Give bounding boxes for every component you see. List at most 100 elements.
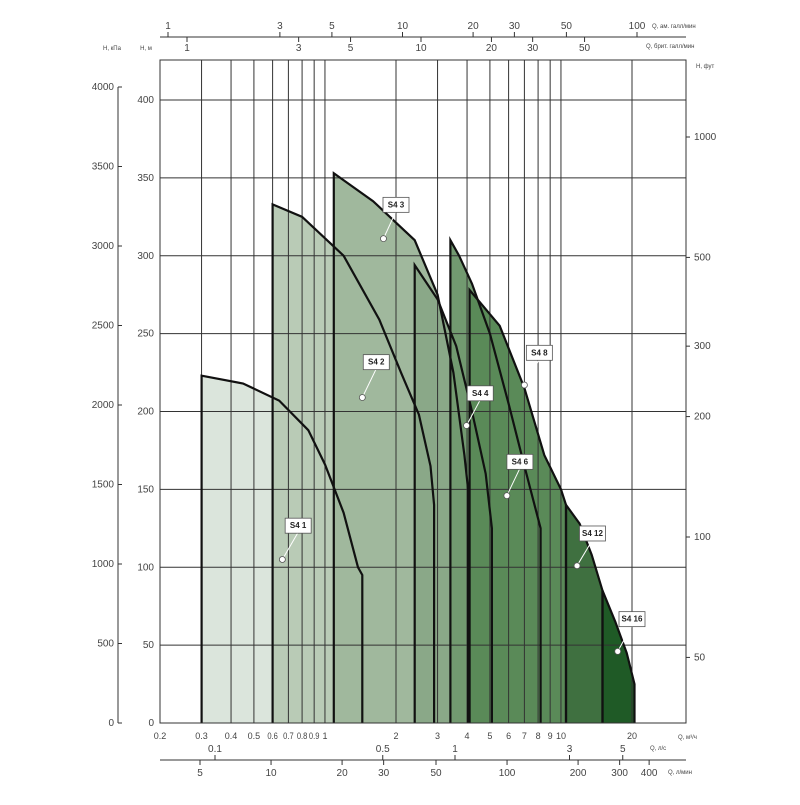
series-marker — [278, 556, 286, 563]
x-tick-label: 4 — [465, 731, 470, 741]
us-gpm-tick-label: 1 — [165, 21, 171, 32]
x-tick-label: 3 — [435, 731, 440, 741]
kpa-tick-label: 500 — [97, 639, 114, 650]
series-label-box — [466, 385, 494, 402]
lmin-tick-label: 20 — [337, 768, 349, 779]
us-gpm-tick-label: 10 — [397, 21, 409, 32]
imp-gpm-tick-label: 20 — [486, 43, 498, 54]
lmin-tick-label: 300 — [611, 768, 628, 779]
ls-axis-label: Q, л/с — [650, 746, 666, 752]
lmin-tick-label: 10 — [265, 768, 277, 779]
series-area-7 — [602, 590, 635, 723]
kpa-tick-label: 2500 — [92, 321, 115, 332]
x-tick-label: 10 — [556, 731, 566, 741]
lmin-tick-label: 30 — [378, 768, 390, 779]
x-tick-label: 0.9 — [309, 731, 320, 741]
us-gpm-tick-label: 100 — [629, 21, 646, 32]
x-axis-label: Q, м³/ч — [678, 735, 697, 741]
x-tick-label: 9 — [548, 731, 553, 741]
lmin-tick-label: 50 — [430, 768, 442, 779]
label-leader — [576, 539, 593, 566]
label-leader — [617, 625, 633, 652]
lmin-tick-label: 200 — [570, 768, 587, 779]
imp-gpm-tick-label: 30 — [527, 43, 539, 54]
series-label: S4 6 — [512, 457, 529, 466]
ls-tick-label: 1 — [452, 744, 458, 755]
kpa-tick-label: 3500 — [92, 162, 115, 173]
us-gpm-tick-label: 20 — [468, 21, 480, 32]
lmin-tick-label: 400 — [641, 768, 658, 779]
kpa-tick-label: 2000 — [92, 400, 115, 411]
series-curve-2 — [332, 171, 470, 723]
x-tick-label: 5 — [487, 731, 492, 741]
ft-tick-label: 100 — [694, 532, 711, 543]
series-curve-4 — [449, 235, 542, 723]
x-tick-label: 0.5 — [248, 731, 261, 741]
x-tick-label: 0.6 — [267, 731, 278, 741]
label-leader — [506, 468, 521, 496]
series-marker — [614, 647, 622, 655]
label-leader — [523, 359, 540, 386]
ft-tick-label: 500 — [694, 252, 711, 263]
ft-tick-label: 50 — [694, 652, 706, 663]
imp-gpm-tick-label: 3 — [296, 43, 302, 54]
series-marker — [573, 562, 581, 570]
plot-frame — [159, 59, 687, 724]
us-gpm-tick-label: 5 — [329, 21, 335, 32]
imp-gpm-tick-label: 50 — [579, 43, 591, 54]
x-tick-label: 0.2 — [154, 731, 167, 741]
ft-tick-label: 1000 — [694, 132, 717, 143]
y-tick-label: 0 — [148, 718, 154, 729]
imp-gpm-axis-label: Q, брит. галл/мин — [646, 44, 694, 50]
series-label: S4 16 — [622, 615, 643, 624]
lmin-tick-label: 100 — [499, 768, 516, 779]
series-label-box — [525, 344, 553, 361]
x-tick-label: 0.7 — [283, 731, 294, 741]
label-leader — [281, 531, 299, 560]
ls-tick-label: 5 — [620, 744, 626, 755]
ls-tick-label: 3 — [567, 744, 573, 755]
series-marker — [521, 381, 528, 389]
series-marker — [358, 394, 366, 401]
lmin-axis-label: Q, л/мин — [668, 770, 692, 776]
y-tick-label: 50 — [143, 640, 155, 651]
series-label-box — [618, 611, 646, 628]
us-gpm-axis-label: Q, ам. галл/мин — [652, 24, 696, 30]
series-area-5 — [469, 290, 566, 723]
imp-gpm-tick-label: 10 — [415, 43, 427, 54]
kpa-tick-label: 0 — [108, 718, 114, 729]
kpa-axis-label: H, кПа — [103, 46, 122, 52]
series-label: S4 12 — [582, 529, 603, 538]
ft-tick-label: 200 — [694, 412, 711, 423]
x-tick-label: 0.3 — [195, 731, 208, 741]
imp-gpm-tick-label: 5 — [348, 43, 354, 54]
x-tick-label: 2 — [393, 731, 398, 741]
x-tick-label: 7 — [522, 731, 527, 741]
ls-tick-label: 0.1 — [208, 744, 222, 755]
ls-tick-label: 0.5 — [376, 744, 390, 755]
series-label: S4 2 — [368, 358, 385, 367]
y-tick-label: 100 — [137, 562, 154, 573]
kpa-tick-label: 3000 — [92, 241, 115, 252]
series-curve-7 — [601, 590, 636, 723]
series-label: S4 3 — [388, 200, 405, 209]
y-axis-label: H, м — [140, 46, 152, 52]
us-gpm-tick-label: 30 — [509, 21, 521, 32]
kpa-tick-label: 1000 — [92, 559, 115, 570]
series-curve-3 — [413, 261, 493, 723]
y-tick-label: 400 — [137, 95, 154, 106]
y-tick-label: 150 — [137, 484, 154, 495]
lmin-tick-label: 5 — [197, 768, 203, 779]
series-label: S4 1 — [290, 521, 307, 530]
x-tick-label: 20 — [627, 731, 637, 741]
us-gpm-tick-label: 3 — [277, 21, 283, 32]
series-label-box — [284, 517, 312, 534]
series-label-box — [382, 196, 410, 213]
y-tick-label: 300 — [137, 251, 154, 262]
label-leader — [466, 399, 481, 426]
x-tick-label: 1 — [322, 731, 327, 741]
series-marker — [503, 492, 511, 500]
label-leader — [361, 368, 377, 398]
series-curve-0 — [200, 374, 364, 723]
